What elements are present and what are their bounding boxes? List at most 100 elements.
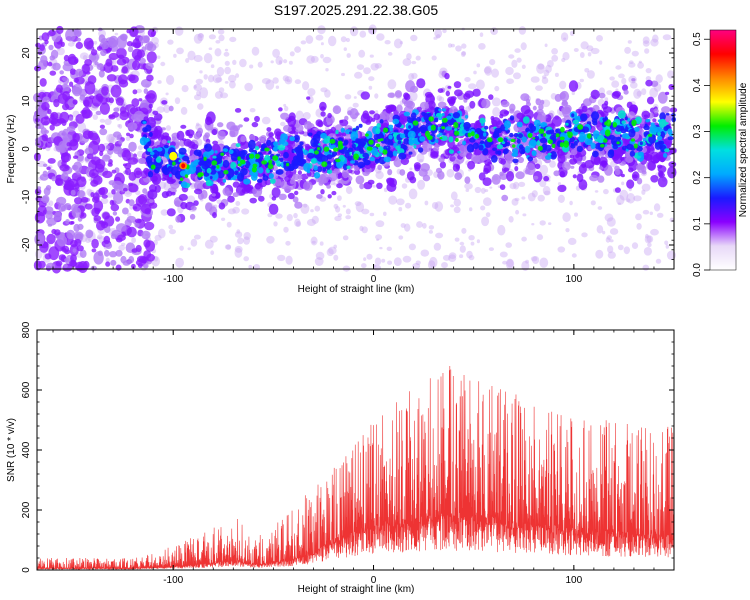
- spectral-cell: [119, 110, 129, 121]
- spectral-cell: [280, 112, 290, 120]
- spectral-cell: [211, 160, 218, 166]
- spectral-cell: [392, 150, 398, 157]
- spectral-cell: [374, 63, 382, 69]
- spectral-cell: [525, 259, 529, 264]
- spectral-cell: [559, 80, 567, 90]
- spectral-cell: [645, 68, 652, 74]
- spectral-cell: [350, 160, 355, 164]
- spectral-cell: [644, 48, 650, 54]
- spectral-cell: [197, 127, 204, 135]
- spectral-cell: [479, 32, 484, 37]
- spectral-cell: [446, 115, 452, 120]
- spectral-cell: [226, 168, 235, 179]
- spectral-cell: [553, 170, 560, 177]
- spectral-cell: [514, 197, 520, 202]
- spectral-cell: [551, 54, 559, 62]
- spectral-cell: [103, 235, 111, 245]
- spectral-cell: [230, 153, 239, 162]
- spectral-cell: [341, 132, 347, 137]
- spectral-cell: [629, 60, 634, 64]
- spectral-cell: [102, 170, 113, 179]
- spectral-cell: [503, 137, 508, 142]
- spectral-cell: [518, 144, 524, 150]
- spectral-cell: [521, 260, 530, 271]
- spectral-cell: [447, 43, 453, 48]
- spectral-cell: [359, 225, 364, 232]
- spectral-cell: [387, 139, 391, 142]
- spectral-cell: [569, 200, 573, 206]
- spectral-cell: [402, 255, 412, 263]
- spectral-cell: [371, 117, 376, 122]
- snr-x-label: Height of straight line (km): [298, 584, 415, 595]
- spectral-cell: [137, 145, 143, 151]
- spectral-cell: [168, 105, 174, 112]
- spectral-cell: [220, 152, 225, 156]
- spectral-cell: [510, 138, 516, 143]
- spectral-cell: [243, 256, 249, 262]
- spectral-cell: [40, 127, 47, 135]
- y-tick-label: 20: [21, 47, 32, 59]
- spectral-cell: [373, 113, 381, 120]
- spectral-cell: [580, 113, 588, 122]
- spectral-cell: [634, 116, 642, 125]
- spectral-cell: [547, 60, 554, 68]
- spectral-cell: [195, 78, 203, 85]
- spectral-cell: [596, 134, 605, 144]
- spectral-cell: [400, 223, 406, 228]
- colorbar-label: Normalized spectral amplitude: [738, 82, 749, 217]
- spectral-cell: [144, 42, 153, 51]
- spectral-cell: [334, 215, 342, 222]
- spectral-cell: [573, 140, 578, 146]
- spectral-cell: [542, 75, 547, 79]
- spectral-cell: [369, 156, 375, 162]
- spectral-cell: [167, 39, 174, 45]
- spectral-cell: [635, 164, 642, 170]
- spectral-cell: [53, 91, 59, 97]
- spectral-cell: [374, 93, 379, 99]
- spectral-cell: [225, 244, 232, 250]
- spectral-cell: [406, 53, 412, 60]
- spectral-cell: [284, 176, 291, 182]
- spectral-cell: [97, 250, 103, 257]
- spectral-cell: [191, 143, 199, 150]
- spectral-cell: [577, 124, 584, 130]
- spectral-cell: [465, 106, 472, 112]
- spectral-cell: [113, 107, 120, 112]
- spectral-cell: [410, 112, 417, 119]
- spectral-cell: [612, 122, 617, 128]
- spectral-cell: [272, 155, 279, 161]
- spectral-cell: [300, 40, 307, 45]
- spectral-cell: [483, 67, 492, 74]
- spectral-cell: [284, 186, 292, 193]
- spectral-cell: [127, 122, 138, 131]
- spectral-cell: [524, 169, 531, 175]
- spectral-cell: [320, 111, 326, 117]
- spectral-cell: [484, 189, 489, 193]
- spectral-cell: [464, 77, 471, 82]
- spectral-cell: [95, 93, 103, 101]
- spectral-cell: [49, 70, 57, 76]
- spectral-cell: [147, 28, 157, 38]
- spectral-cell: [241, 208, 250, 215]
- spectral-cell: [545, 155, 552, 160]
- spectral-cell: [513, 133, 519, 138]
- spectral-cell: [303, 121, 312, 130]
- spectral-cell: [428, 230, 433, 234]
- spectral-cell: [41, 195, 50, 204]
- spectral-cell: [397, 140, 402, 145]
- spectral-cell: [522, 116, 530, 124]
- spectral-cell: [104, 118, 112, 126]
- spectral-cell: [500, 100, 510, 108]
- spectral-cell: [521, 64, 526, 70]
- y-tick-label: 800: [21, 321, 32, 338]
- spectral-cell: [324, 89, 331, 98]
- spectral-cell: [603, 188, 609, 195]
- colorbar-tick-label: 0.3: [692, 124, 703, 138]
- spectral-cell: [650, 38, 659, 47]
- x-tick-label: 100: [565, 575, 582, 586]
- spectral-cell: [539, 137, 548, 144]
- spectral-cell: [109, 199, 115, 206]
- spectral-cell: [663, 126, 669, 132]
- spectral-cell: [478, 172, 486, 181]
- spectral-cell: [139, 136, 148, 146]
